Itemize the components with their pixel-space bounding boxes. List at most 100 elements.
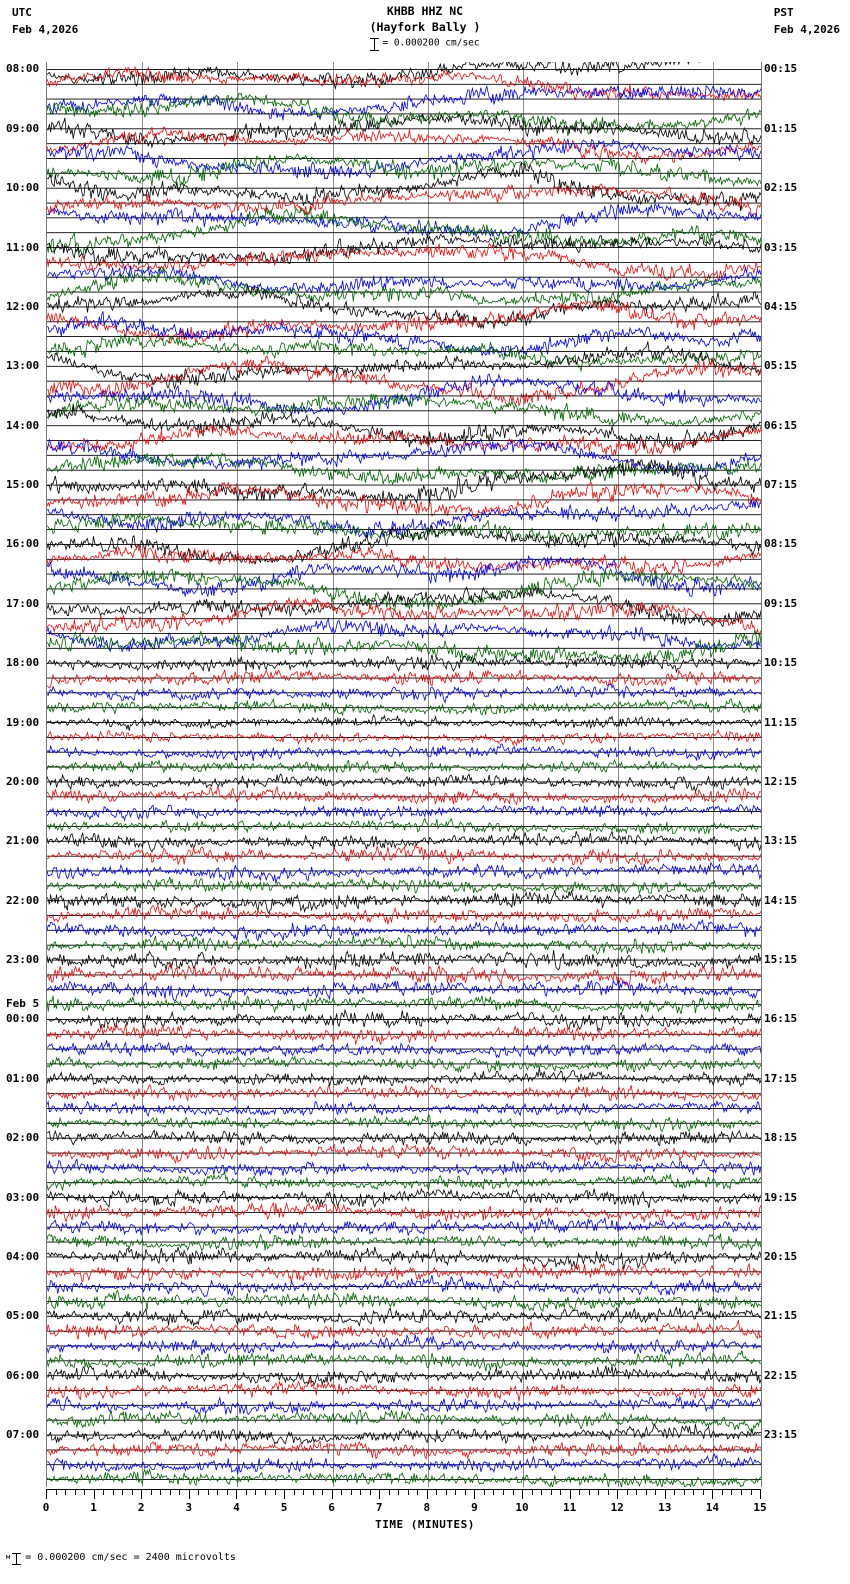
seismic-trace xyxy=(47,1246,761,1270)
pst-hour-label: 20:15 xyxy=(764,1249,798,1263)
seismic-trace xyxy=(47,683,761,704)
seismic-trace xyxy=(47,62,708,90)
x-axis-minor-tick xyxy=(455,1489,457,1495)
vertical-gridline xyxy=(142,62,144,1487)
utc-hour-label: 10:00 xyxy=(6,181,40,195)
seismic-trace xyxy=(47,265,761,295)
x-axis-major-tick xyxy=(236,1489,238,1499)
utc-hour-label: 15:00 xyxy=(6,478,40,492)
utc-date: Feb 4,2026 xyxy=(12,23,79,36)
seismic-trace xyxy=(47,451,761,486)
x-axis-tick-label: 13 xyxy=(658,1501,672,1514)
seismic-trace xyxy=(47,654,761,674)
station-code: KHBB HHZ NC xyxy=(386,4,464,18)
x-axis-minor-tick xyxy=(255,1489,257,1495)
seismic-trace xyxy=(47,1350,761,1372)
vertical-gridline xyxy=(427,62,429,1487)
x-axis-minor-tick xyxy=(388,1489,390,1495)
station-header: KHBB HHZ NC (Hayfork Bally ) xyxy=(0,3,850,35)
x-axis-title: TIME (MINUTES) xyxy=(375,1518,475,1531)
seismic-trace xyxy=(47,817,761,835)
seismic-trace xyxy=(47,1158,761,1177)
x-axis-minor-tick xyxy=(407,1489,409,1495)
x-axis-tick-label: 11 xyxy=(562,1501,577,1514)
utc-hour-label: 02:00 xyxy=(6,1131,40,1145)
x-axis-minor-tick xyxy=(179,1489,181,1495)
vertical-gridline xyxy=(618,62,620,1487)
x-axis-minor-tick xyxy=(607,1489,609,1495)
x-axis-minor-tick xyxy=(741,1489,742,1495)
x-axis-major-tick xyxy=(712,1489,714,1499)
pst-hour-label: 22:15 xyxy=(764,1368,798,1382)
x-axis-tick-label: 14 xyxy=(705,1501,720,1514)
x-axis-minor-tick xyxy=(150,1489,152,1495)
seismic-trace xyxy=(47,355,761,408)
x-axis-major-tick xyxy=(760,1489,761,1499)
x-axis-minor-tick xyxy=(541,1489,542,1495)
seismic-trace xyxy=(47,1040,761,1059)
seismic-trace xyxy=(47,126,761,166)
seismic-trace xyxy=(47,1440,761,1461)
x-axis-minor-tick xyxy=(169,1489,171,1495)
utc-hour-label: 19:00 xyxy=(6,715,40,729)
seismic-trace xyxy=(47,1395,761,1416)
x-axis-minor-tick xyxy=(560,1489,562,1495)
x-axis-minor-tick xyxy=(55,1489,57,1495)
seismic-trace xyxy=(47,586,761,628)
x-axis-minor-tick xyxy=(598,1489,600,1495)
seismic-trace xyxy=(47,950,761,971)
utc-hour-label: 08:00 xyxy=(6,62,40,76)
utc-hour-label: 06:00 xyxy=(6,1368,40,1382)
pst-date: Feb 4,2026 xyxy=(773,23,840,36)
seismic-trace xyxy=(47,962,761,988)
x-axis-minor-tick xyxy=(207,1489,209,1495)
x-axis-minor-tick xyxy=(131,1489,133,1495)
utc-hour-label: 03:00 xyxy=(6,1190,40,1204)
utc-hour-label: 12:00 xyxy=(6,299,40,313)
seismic-trace xyxy=(47,424,761,456)
pst-hour-label: 06:15 xyxy=(764,418,798,432)
seismic-trace xyxy=(47,830,761,853)
x-axis-minor-tick xyxy=(74,1489,76,1495)
seismic-trace xyxy=(47,1365,761,1386)
pst-hour-label: 04:15 xyxy=(764,299,798,313)
x-axis-major-tick xyxy=(474,1489,476,1499)
seismic-trace xyxy=(47,113,761,149)
seismic-trace xyxy=(47,1423,761,1445)
pst-hour-label: 03:15 xyxy=(764,240,798,254)
pst-hour-label: 17:15 xyxy=(764,1071,798,1085)
seismic-trace xyxy=(47,203,761,239)
pst-hour-label: 16:15 xyxy=(764,1012,798,1026)
footer-scale-text: = 0.000200 cm/sec = 2400 microvolts xyxy=(25,1552,236,1563)
seismic-trace xyxy=(47,1114,761,1133)
x-axis-minor-tick xyxy=(341,1489,343,1495)
seismic-trace xyxy=(47,1129,761,1147)
utc-hour-label: 11:00 xyxy=(6,240,40,254)
x-axis-minor-tick xyxy=(721,1489,723,1495)
x-axis-minor-tick xyxy=(579,1489,581,1495)
seismic-trace xyxy=(47,979,761,1002)
x-axis-minor-tick xyxy=(274,1489,276,1495)
utc-hour-label: 21:00 xyxy=(6,834,40,848)
trace-layer xyxy=(47,62,761,1487)
utc-hour-label: 14:00 xyxy=(6,418,40,432)
x-axis-minor-tick xyxy=(493,1489,495,1495)
pst-hour-label: 07:15 xyxy=(764,478,798,492)
x-axis-minor-tick xyxy=(65,1489,66,1495)
seismic-trace xyxy=(47,904,761,925)
x-axis-minor-tick xyxy=(293,1489,295,1495)
seismic-trace xyxy=(47,918,761,942)
x-axis: 0 1 2 3 4 5 6 7 8 9 10 11 12 13 14 15 xyxy=(43,1489,767,1514)
x-axis-major-tick xyxy=(46,1489,47,1499)
x-axis-minor-tick xyxy=(112,1489,114,1495)
x-axis-minor-tick xyxy=(198,1489,200,1495)
utc-hour-label: 13:00 xyxy=(6,359,40,373)
seismic-trace xyxy=(47,668,761,689)
day-change-label: Feb 5 xyxy=(6,997,40,1011)
pst-hour-label: 15:15 xyxy=(764,953,798,967)
seismic-trace xyxy=(47,630,761,666)
x-axis-tick-label: 1 xyxy=(90,1501,97,1514)
x-axis-minor-tick xyxy=(160,1489,162,1495)
seismogram-canvas[interactable] xyxy=(46,62,762,1487)
x-axis-minor-tick xyxy=(245,1489,247,1495)
